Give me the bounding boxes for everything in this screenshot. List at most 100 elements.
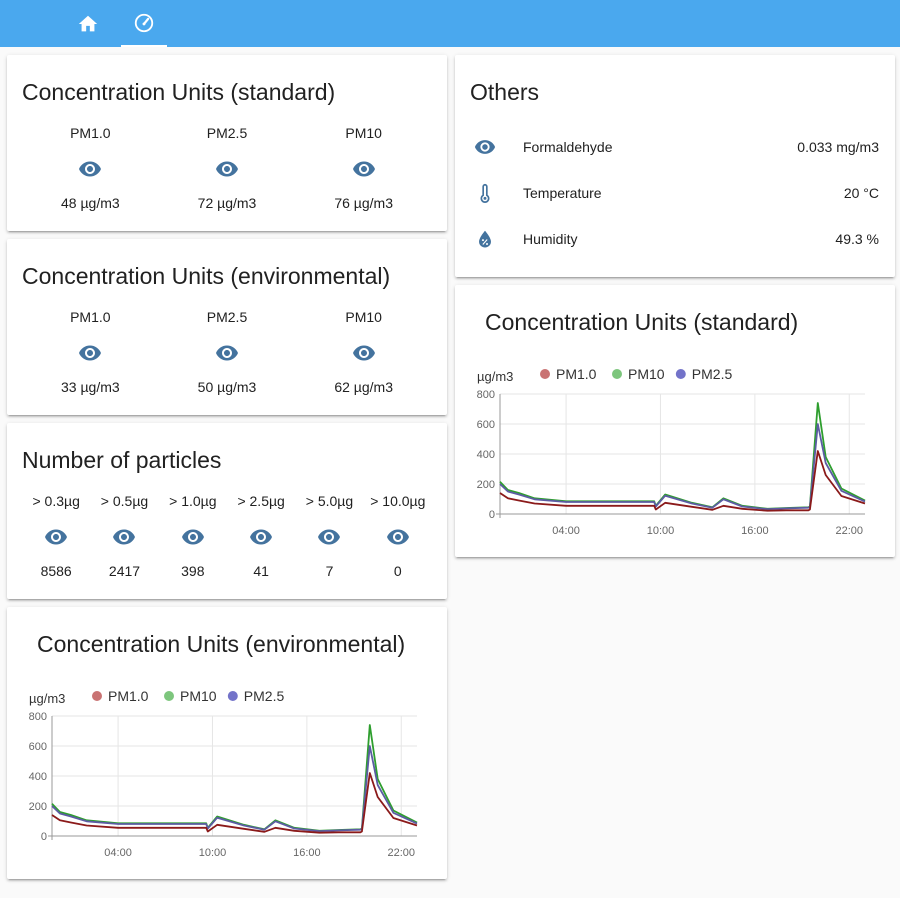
y-tick-label: 200 bbox=[477, 479, 495, 491]
legend-marker bbox=[540, 369, 550, 379]
top-app-bar bbox=[0, 0, 900, 47]
sensor-value: 33 µg/m3 bbox=[61, 379, 120, 395]
series-line-pm25 bbox=[51, 745, 418, 833]
chart-title: Concentration Units (environmental) bbox=[37, 631, 406, 657]
entity-name: Humidity bbox=[523, 231, 578, 247]
tab-home[interactable] bbox=[65, 0, 111, 47]
tab-gauge[interactable] bbox=[121, 0, 167, 47]
sensor-value: 62 µg/m3 bbox=[334, 379, 393, 395]
sensor-particles-2-5[interactable]: > 2.5µg 41 bbox=[227, 491, 295, 581]
series-line-pm10 bbox=[499, 450, 866, 512]
sensor-pm25[interactable]: PM2.5 72 µg/m3 bbox=[159, 123, 296, 213]
sensor-pm1[interactable]: PM1.0 48 µg/m3 bbox=[22, 123, 159, 213]
entity-value: 0.033 mg/m3 bbox=[797, 139, 879, 155]
series-line-pm25 bbox=[499, 423, 866, 511]
x-tick-label: 04:00 bbox=[552, 525, 580, 537]
sensor-columns: PM1.0 48 µg/m3 PM2.5 72 µg/m3 PM10 76 µg… bbox=[22, 123, 432, 213]
sensor-pm10[interactable]: PM10 62 µg/m3 bbox=[295, 307, 432, 397]
sensor-value: 0 bbox=[393, 563, 402, 579]
entity-name: Formaldehyde bbox=[523, 139, 613, 155]
y-tick-label: 600 bbox=[477, 419, 495, 431]
eye-icon bbox=[352, 335, 376, 371]
sensor-particles-10-0[interactable]: > 10.0µg 0 bbox=[364, 491, 432, 581]
entity-row-formaldehyde[interactable]: Formaldehyde 0.033 mg/m3 bbox=[471, 135, 879, 159]
chart-title: Concentration Units (standard) bbox=[485, 309, 799, 335]
history-chart-standard[interactable]: µg/m3 PM1.0 PM10 PM2.5 0 200 400 600 800 04:00 10:… bbox=[455, 355, 895, 555]
entity-row-temperature[interactable]: Temperature 20 °C bbox=[471, 181, 879, 205]
sensor-label: PM10 bbox=[345, 309, 382, 325]
card-chart-environmental: Concentration Units (environmental) µg/m… bbox=[7, 607, 447, 879]
y-axis-unit: µg/m3 bbox=[477, 369, 513, 384]
sensor-label: PM1.0 bbox=[70, 125, 111, 141]
eye-icon bbox=[112, 519, 136, 555]
series-line-pm10 bbox=[499, 402, 866, 510]
x-tick-label: 16:00 bbox=[293, 847, 321, 859]
card-concentration-standard: Concentration Units (standard) PM1.0 48 … bbox=[7, 55, 447, 231]
sensor-pm1[interactable]: PM1.0 33 µg/m3 bbox=[22, 307, 159, 397]
y-tick-label: 400 bbox=[29, 771, 47, 783]
y-tick-label: 0 bbox=[41, 831, 47, 843]
sensor-label: PM2.5 bbox=[206, 125, 248, 141]
y-tick-label: 200 bbox=[29, 801, 47, 813]
x-tick-label: 10:00 bbox=[647, 525, 675, 537]
sensor-label: > 5.0µg bbox=[305, 493, 354, 509]
thermometer-icon bbox=[471, 181, 499, 205]
eye-icon bbox=[471, 135, 499, 159]
series-line-pm10 bbox=[51, 772, 418, 834]
card-title: Concentration Units (standard) bbox=[22, 79, 336, 105]
sensor-label: PM10 bbox=[345, 125, 382, 141]
y-tick-label: 400 bbox=[477, 449, 495, 461]
eye-icon bbox=[386, 519, 410, 555]
legend-marker bbox=[164, 691, 174, 701]
eye-icon bbox=[78, 151, 102, 187]
y-axis-unit: µg/m3 bbox=[29, 691, 65, 706]
eye-icon bbox=[44, 519, 68, 555]
legend-marker bbox=[612, 369, 622, 379]
sensor-label: PM2.5 bbox=[206, 309, 248, 325]
sensor-label: > 0.5µg bbox=[100, 493, 149, 509]
sensor-label: > 10.0µg bbox=[370, 493, 426, 509]
y-tick-label: 800 bbox=[29, 711, 47, 723]
entity-row-humidity[interactable]: Humidity 49.3 % bbox=[471, 227, 879, 251]
card-others: Others Formaldehyde 0.033 mg/m3 Temperat… bbox=[455, 55, 895, 277]
sensor-columns: > 0.3µg 8586 > 0.5µg 2417 > 1.0µg 398 > … bbox=[22, 491, 432, 581]
sensor-value: 41 bbox=[253, 563, 269, 579]
sensor-value: 7 bbox=[325, 563, 334, 579]
y-tick-label: 600 bbox=[29, 741, 47, 753]
x-tick-label: 22:00 bbox=[836, 525, 864, 537]
sensor-columns: PM1.0 33 µg/m3 PM2.5 50 µg/m3 PM10 62 µg… bbox=[22, 307, 432, 397]
legend-label: PM2.5 bbox=[692, 366, 733, 382]
sensor-particles-5-0[interactable]: > 5.0µg 7 bbox=[295, 491, 363, 581]
legend-label: PM1.0 bbox=[108, 688, 149, 704]
sensor-pm10[interactable]: PM10 76 µg/m3 bbox=[295, 123, 432, 213]
sensor-label: > 2.5µg bbox=[237, 493, 285, 509]
x-tick-label: 10:00 bbox=[199, 847, 227, 859]
legend-label: PM10 bbox=[180, 688, 217, 704]
entity-name: Temperature bbox=[523, 185, 602, 201]
sensor-particles-0-3[interactable]: > 0.3µg 8586 bbox=[22, 491, 90, 581]
sensor-value: 8586 bbox=[40, 563, 72, 579]
sensor-value: 2417 bbox=[108, 563, 141, 579]
water-percent-icon bbox=[471, 227, 499, 251]
card-chart-standard: Concentration Units (standard) µg/m3 PM1.… bbox=[455, 285, 895, 557]
home-icon bbox=[78, 15, 98, 31]
eye-icon bbox=[181, 519, 205, 555]
card-concentration-environmental: Concentration Units (environmental) PM1.… bbox=[7, 239, 447, 415]
series-line-pm10 bbox=[51, 724, 418, 832]
eye-icon bbox=[249, 519, 273, 555]
entity-value: 20 °C bbox=[843, 185, 879, 201]
legend-marker bbox=[675, 369, 686, 379]
sensor-pm25[interactable]: PM2.5 50 µg/m3 bbox=[159, 307, 296, 397]
sensor-label: PM1.0 bbox=[70, 309, 111, 325]
eye-icon bbox=[78, 335, 102, 371]
sensor-label: > 1.0µg bbox=[169, 493, 217, 509]
y-tick-label: 800 bbox=[477, 389, 495, 401]
history-chart-environmental[interactable]: µg/m3 PM1.0 PM10 PM2.5 0 200 400 600 800 04:00 10:… bbox=[7, 677, 447, 877]
sensor-label: > 0.3µg bbox=[32, 493, 80, 509]
sensor-value: 76 µg/m3 bbox=[334, 195, 393, 211]
card-title: Number of particles bbox=[22, 447, 222, 473]
entity-value: 49.3 % bbox=[835, 231, 879, 247]
sensor-particles-1-0[interactable]: > 1.0µg 398 bbox=[159, 491, 227, 581]
x-tick-label: 04:00 bbox=[104, 847, 132, 859]
sensor-particles-0-5[interactable]: > 0.5µg 2417 bbox=[90, 491, 158, 581]
